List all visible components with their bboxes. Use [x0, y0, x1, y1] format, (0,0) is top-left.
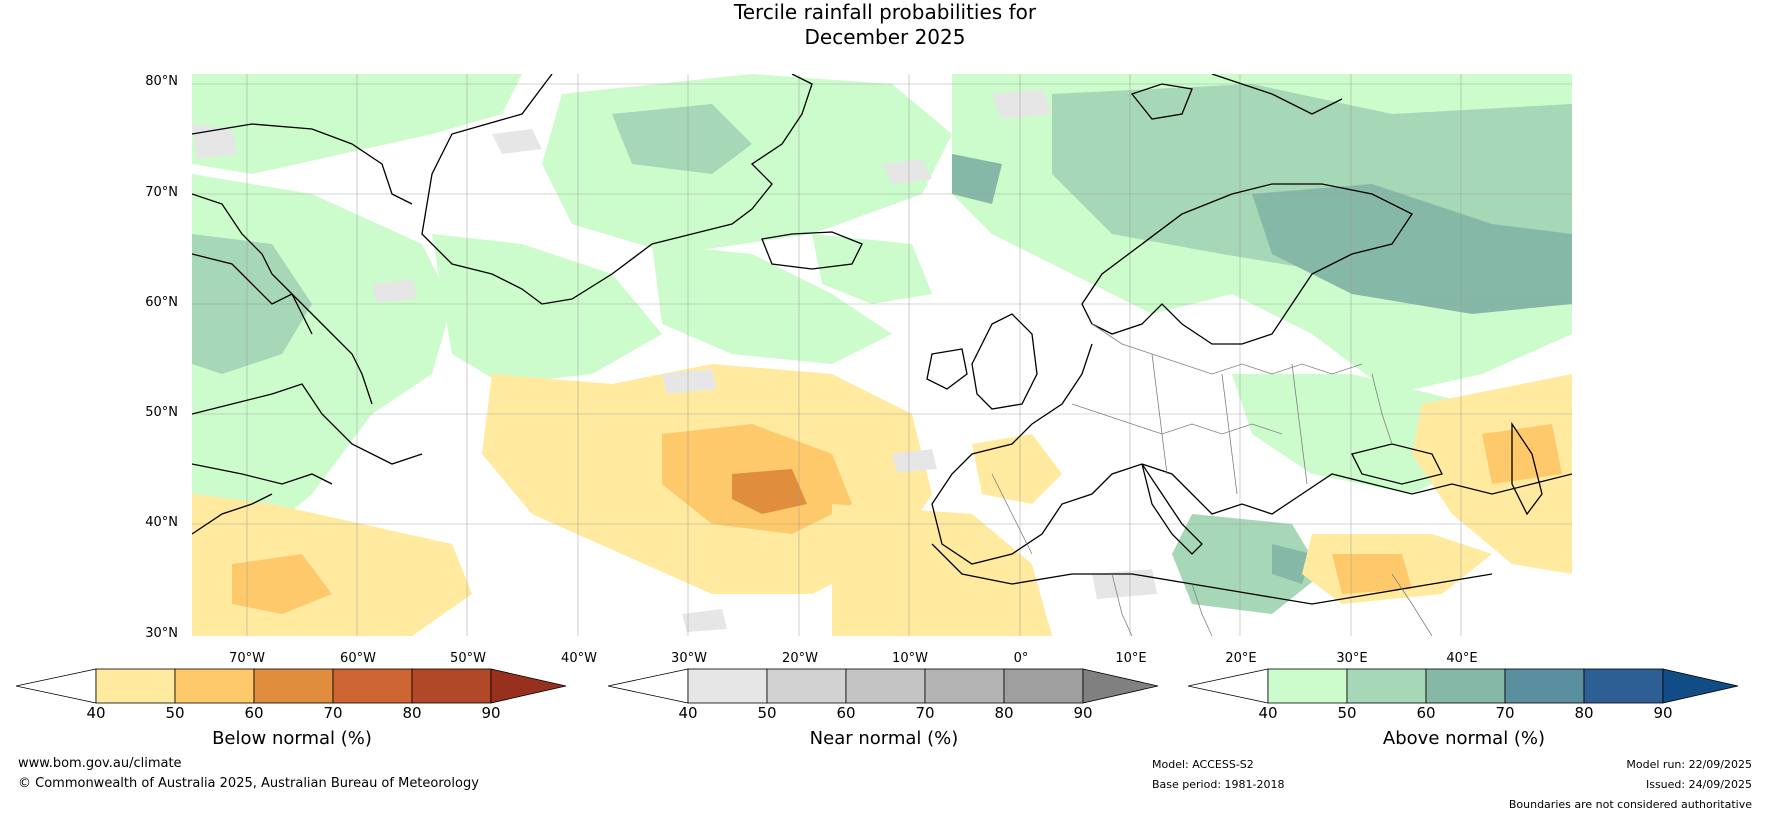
- cbar-above-under: [1188, 668, 1269, 704]
- colorbar-below: [16, 668, 567, 704]
- cbar-below-tick-60: 60: [244, 704, 264, 722]
- cbar-below-b2: [174, 668, 255, 704]
- near-normal-regions: [192, 89, 1157, 632]
- lon-label-30w: 30°W: [671, 651, 707, 666]
- cbar-near-over: [1082, 668, 1159, 704]
- lon-label-20e: 20°E: [1225, 651, 1257, 666]
- cbar-near-b5: [1003, 668, 1084, 704]
- cbar-above-tick-60: 60: [1416, 704, 1436, 722]
- lat-label-40n: 40°N: [145, 515, 178, 530]
- lat-label-30n: 30°N: [145, 626, 178, 641]
- lon-label-50w: 50°W: [450, 651, 486, 666]
- boundary-disclaimer: Boundaries are not considered authoritat…: [1508, 798, 1752, 811]
- cbar-below-under: [16, 668, 97, 704]
- base-period: Base period: 1981-2018: [1152, 778, 1285, 791]
- below-normal-regions: [192, 364, 1572, 636]
- cbar-near-tick-40: 40: [678, 704, 698, 722]
- cbar-above-b3: [1425, 668, 1506, 704]
- cbar-above-b1: [1267, 668, 1348, 704]
- lat-label-70n: 70°N: [145, 185, 178, 200]
- graticule: [192, 74, 1572, 636]
- model-info: Model: ACCESS-S2: [1152, 758, 1254, 771]
- cbar-below-b3: [253, 668, 334, 704]
- cbar-above-label: Above normal (%): [1382, 728, 1546, 749]
- cbar-near-tick-70: 70: [915, 704, 935, 722]
- cbar-below-b5: [411, 668, 492, 704]
- cbar-near-under: [608, 668, 689, 704]
- cbar-near-label: Near normal (%): [809, 728, 959, 749]
- cbar-below-over: [490, 668, 567, 704]
- cbar-near-tick-90: 90: [1073, 704, 1093, 722]
- lon-label-70w: 70°W: [229, 651, 265, 666]
- cbar-above-tick-80: 80: [1574, 704, 1594, 722]
- title-line-2: December 2025: [804, 25, 966, 49]
- map-title: Tercile rainfall probabilities for Decem…: [0, 0, 1770, 50]
- cbar-below-tick-90: 90: [481, 704, 501, 722]
- cbar-above-tick-70: 70: [1495, 704, 1515, 722]
- lon-label-10w: 10°W: [892, 651, 928, 666]
- cbar-near-b3: [845, 668, 926, 704]
- cbar-below-b4: [332, 668, 413, 704]
- lon-label-20w: 20°W: [782, 651, 818, 666]
- lat-label-50n: 50°N: [145, 405, 178, 420]
- cbar-below-label: Below normal (%): [212, 728, 372, 749]
- copyright: © Commonwealth of Australia 2025, Austra…: [18, 776, 479, 791]
- cbar-near-tick-60: 60: [836, 704, 856, 722]
- cbar-above-tick-50: 50: [1337, 704, 1357, 722]
- cbar-below-tick-80: 80: [402, 704, 422, 722]
- model-run: Model run: 22/09/2025: [1626, 758, 1752, 771]
- above-normal-regions: [192, 74, 1572, 614]
- cbar-below-b1: [95, 668, 176, 704]
- rainfall-map: [192, 74, 1572, 636]
- cbar-near-tick-50: 50: [757, 704, 777, 722]
- cbar-above-b5: [1583, 668, 1664, 704]
- cbar-above-tick-40: 40: [1258, 704, 1278, 722]
- cbar-below-tick-70: 70: [323, 704, 343, 722]
- cbar-above-b2: [1346, 668, 1427, 704]
- cbar-below-tick-50: 50: [165, 704, 185, 722]
- lon-label-30e: 30°E: [1336, 651, 1368, 666]
- colorbar-near: [608, 668, 1159, 704]
- issued-date: Issued: 24/09/2025: [1645, 778, 1752, 791]
- cbar-near-b4: [924, 668, 1005, 704]
- cbar-below-tick-40: 40: [86, 704, 106, 722]
- lon-label-40e: 40°E: [1446, 651, 1478, 666]
- map-canvas: [192, 74, 1572, 636]
- website-link[interactable]: www.bom.gov.au/climate: [18, 756, 182, 771]
- lon-label-40w: 40°W: [561, 651, 597, 666]
- cbar-near-b2: [766, 668, 847, 704]
- lat-label-60n: 60°N: [145, 295, 178, 310]
- cbar-above-b4: [1504, 668, 1585, 704]
- country-borders: [991, 323, 1433, 636]
- lon-label-10e: 10°E: [1115, 651, 1147, 666]
- cbar-near-b1: [687, 668, 768, 704]
- cbar-above-over: [1662, 668, 1739, 704]
- lon-label-60w: 60°W: [340, 651, 376, 666]
- lon-label-0: 0°: [1013, 651, 1029, 666]
- cbar-near-tick-80: 80: [994, 704, 1014, 722]
- cbar-above-tick-90: 90: [1653, 704, 1673, 722]
- colorbar-above: [1188, 668, 1739, 704]
- lat-label-80n: 80°N: [145, 74, 178, 89]
- title-line-1: Tercile rainfall probabilities for: [733, 0, 1037, 24]
